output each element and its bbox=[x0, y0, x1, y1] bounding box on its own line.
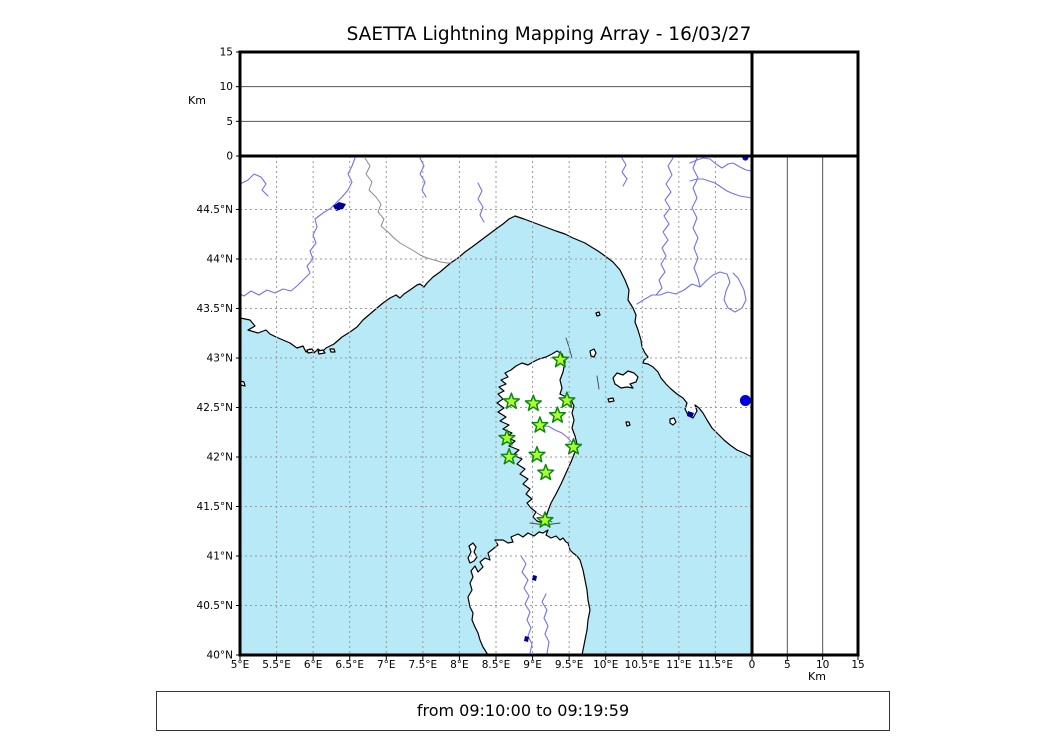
altitude-tick-label-bottom: 15 bbox=[851, 659, 864, 671]
station-star-marker bbox=[548, 406, 567, 423]
lat-tick-label: 42.5°N bbox=[197, 402, 233, 414]
station-markers bbox=[498, 350, 583, 528]
panel-frames bbox=[238, 50, 860, 657]
lat-tick-label: 43.5°N bbox=[197, 303, 233, 315]
lat-tick-label: 41.5°N bbox=[197, 501, 233, 513]
lon-tick-label: 8°E bbox=[450, 659, 469, 671]
altitude-tick-label-bottom: 0 bbox=[749, 659, 756, 671]
lightning-sources-map bbox=[739, 395, 751, 406]
lat-tick-label: 40.5°N bbox=[197, 600, 233, 612]
altitude-panel-gridlines bbox=[240, 86, 752, 122]
giglio-island bbox=[669, 417, 677, 426]
altitude-tick-label-left: 0 bbox=[226, 151, 233, 163]
lon-tick-label: 7°E bbox=[377, 659, 396, 671]
axis-labels: 5°E 5.5°E 6°E 6.5°E 7°E 7.5°E 8°E 8.5°E 9°E 9.5°E… bbox=[197, 47, 865, 672]
station-star-marker bbox=[551, 350, 570, 368]
altitude-axis-label-left: Km bbox=[188, 94, 206, 107]
map-graticule bbox=[240, 156, 752, 655]
station-star-marker bbox=[536, 511, 554, 528]
elba-island bbox=[612, 370, 639, 389]
rivers bbox=[240, 157, 752, 654]
lon-tick-label: 5°E bbox=[231, 659, 250, 671]
lakes bbox=[333, 202, 694, 642]
time-range-text: from 09:10:00 to 09:19:59 bbox=[416, 701, 630, 720]
altitude-latitude-panel bbox=[752, 156, 858, 655]
lightning-source-dot bbox=[739, 395, 751, 406]
lon-tick-label: 6.5°E bbox=[335, 659, 364, 671]
station-star-marker bbox=[531, 416, 549, 433]
station-star-marker bbox=[502, 392, 521, 410]
corner-panel bbox=[752, 52, 858, 156]
lat-tick-label: 42°N bbox=[207, 451, 233, 463]
asinara-island bbox=[467, 542, 478, 564]
lon-tick-label: 10°E bbox=[593, 659, 618, 671]
station-star-marker bbox=[500, 447, 518, 465]
gorgona-island bbox=[595, 311, 601, 317]
pianosa-island bbox=[607, 397, 615, 403]
sardinia-island bbox=[467, 529, 591, 655]
lon-tick-label: 9°E bbox=[523, 659, 542, 671]
lon-tick-label: 7.5°E bbox=[409, 659, 438, 671]
montecristo-island bbox=[625, 421, 631, 427]
lon-tick-label: 11.5°E bbox=[698, 659, 733, 671]
lat-tick-label: 40°N bbox=[207, 650, 233, 662]
station-star-marker bbox=[498, 429, 516, 446]
lat-tick-label: 44°N bbox=[207, 253, 233, 265]
lat-tick-label: 41°N bbox=[207, 550, 233, 562]
capraia-island bbox=[589, 348, 597, 358]
station-star-marker bbox=[537, 463, 555, 481]
hyeres-islets bbox=[306, 348, 336, 355]
latitude-panel-gridlines bbox=[786, 156, 824, 655]
corsica-island bbox=[496, 350, 578, 524]
station-star-marker bbox=[564, 438, 583, 455]
lon-tick-label: 9.5°E bbox=[555, 659, 584, 671]
altitude-tick-label-bottom: 10 bbox=[816, 659, 829, 671]
lon-tick-label: 10.5°E bbox=[625, 659, 660, 671]
altitude-tick-label-left: 10 bbox=[220, 81, 233, 93]
station-star-marker bbox=[528, 445, 546, 463]
lat-tick-label: 44.5°N bbox=[197, 204, 233, 216]
altitude-tick-label-left: 5 bbox=[226, 116, 233, 128]
station-star-marker bbox=[558, 391, 576, 409]
station-star-marker bbox=[524, 394, 542, 411]
time-range-box: from 09:10:00 to 09:19:59 bbox=[156, 691, 890, 731]
axis-ticks bbox=[236, 51, 859, 660]
lon-tick-label: 6°E bbox=[304, 659, 323, 671]
altitude-tick-label-bottom: 5 bbox=[784, 659, 791, 671]
lon-tick-label: 8.5°E bbox=[482, 659, 511, 671]
altitude-longitude-panel bbox=[240, 52, 752, 156]
map-geography bbox=[240, 156, 752, 655]
altitude-axis-label-bottom: Km bbox=[808, 670, 826, 683]
lat-tick-label: 43°N bbox=[207, 352, 233, 364]
lon-tick-label: 11°E bbox=[666, 659, 691, 671]
altitude-tick-label-left: 15 bbox=[220, 47, 233, 59]
lon-tick-label: 5.5°E bbox=[262, 659, 291, 671]
page-title: SAETTA Lightning Mapping Array - 16/03/2… bbox=[346, 24, 752, 45]
